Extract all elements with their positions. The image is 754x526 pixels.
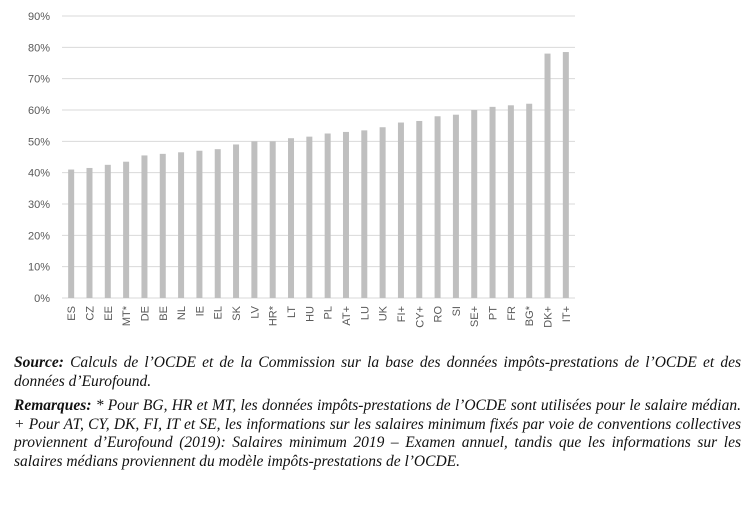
chart-notes: Source: Calculs de l’OCDE et de la Commi… (14, 354, 741, 478)
bar (251, 141, 258, 298)
bar (68, 169, 75, 298)
bar (379, 127, 386, 298)
bar (324, 133, 331, 298)
remarks-text: * Pour BG, HR et MT, les données impôts-… (14, 397, 741, 470)
bar (562, 52, 569, 299)
bar-chart: 0% 10% 20% 30% 40% 50% 60% 70% 80% 90% ES CZ EE MT* D… (28, 11, 575, 328)
x-tick-label: BE (158, 306, 170, 321)
bar (196, 150, 203, 298)
x-tick-label: IE (194, 306, 206, 316)
gridlines (62, 15, 575, 299)
y-tick-label: 0% (34, 293, 50, 305)
y-tick-label: 70% (28, 74, 50, 86)
x-tick-label: BG* (524, 305, 536, 326)
x-tick-label: CZ (84, 306, 96, 321)
x-tick-label: FR (506, 306, 518, 321)
x-tick-label: UK (378, 305, 390, 321)
y-tick-label: 40% (28, 168, 50, 180)
bars (68, 52, 569, 299)
remarks-label: Remarques: (14, 397, 92, 415)
x-tick-label: EL (213, 306, 225, 319)
x-tick-label: SE+ (469, 306, 481, 327)
bar (306, 136, 313, 298)
y-axis-ticks: 0% 10% 20% 30% 40% 50% 60% 70% 80% 90% (28, 11, 50, 305)
y-tick-label: 60% (28, 105, 50, 117)
bar (361, 130, 368, 298)
x-tick-label: HR* (268, 305, 280, 326)
x-tick-label: DK+ (543, 306, 555, 328)
bar (544, 53, 551, 298)
x-tick-label: ES (66, 306, 78, 321)
bar (452, 114, 459, 298)
bar (86, 167, 93, 298)
remarks-note: Remarques: * Pour BG, HR et MT, les donn… (14, 397, 741, 471)
x-tick-label: PL (323, 306, 335, 319)
bar (489, 106, 496, 298)
x-tick-label: SK (231, 305, 243, 320)
x-tick-label: EE (103, 306, 115, 321)
source-note: Source: Calculs de l’OCDE et de la Commi… (14, 354, 741, 391)
source-text: Calculs de l’OCDE et de la Commission su… (14, 354, 741, 390)
bar (141, 155, 148, 298)
x-tick-label: IT+ (561, 306, 573, 322)
bar (214, 149, 221, 298)
bar (416, 120, 423, 298)
x-tick-label: FI+ (396, 306, 408, 322)
bar (434, 116, 441, 299)
bar (342, 131, 349, 298)
x-axis-ticks: ES CZ EE MT* DE BE NL IE EL SK LV HR* LT HU PL AT+ LU UK F… (66, 305, 573, 327)
x-tick-label: RO (433, 306, 445, 323)
bar (397, 122, 404, 299)
y-tick-label: 10% (28, 262, 50, 274)
bar (288, 138, 295, 298)
bar (526, 103, 533, 298)
bar (233, 144, 240, 298)
y-tick-label: 30% (28, 199, 50, 211)
x-tick-label: MT* (121, 305, 133, 326)
source-label: Source: (14, 354, 64, 371)
x-tick-label: PT (488, 306, 500, 320)
bar (471, 110, 478, 298)
x-tick-label: SI (451, 306, 463, 316)
x-tick-label: LU (359, 306, 371, 320)
x-tick-label: HU (304, 306, 316, 322)
x-tick-label: LT (286, 306, 298, 318)
bar (104, 164, 111, 298)
bar (269, 141, 276, 298)
bar (507, 105, 514, 298)
y-tick-label: 50% (28, 136, 50, 148)
x-tick-label: LV (249, 305, 261, 318)
y-tick-label: 90% (28, 11, 50, 23)
bar (178, 152, 185, 298)
x-tick-label: NL (176, 306, 188, 320)
bar (123, 161, 130, 298)
x-tick-label: CY+ (414, 306, 426, 328)
y-tick-label: 20% (28, 230, 50, 242)
y-tick-label: 80% (28, 42, 50, 54)
x-tick-label: DE (139, 306, 151, 321)
x-tick-label: AT+ (341, 306, 353, 326)
bar (159, 153, 166, 298)
